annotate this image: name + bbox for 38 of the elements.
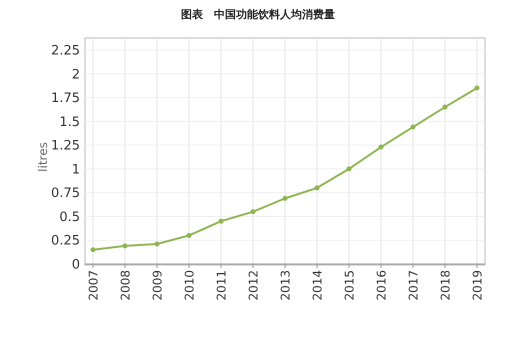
x-tick-label: 2010 [182, 270, 196, 301]
point [186, 232, 192, 238]
point [90, 247, 96, 252]
x-tick-label: 2012 [246, 270, 260, 301]
y-tick-label: 1 [72, 162, 80, 178]
x-tick-label: 2013 [278, 270, 292, 301]
x-tick-label: 2015 [342, 270, 356, 301]
y-tick-label: 2.25 [51, 44, 80, 58]
x-tick-label: 2014 [310, 270, 324, 301]
y-tick-label: 0.75 [51, 186, 80, 202]
x-tick-label: 2016 [374, 270, 388, 301]
x-tick-label: 2009 [150, 270, 164, 301]
point [282, 196, 288, 201]
y-tick-label: 1.5 [59, 114, 80, 130]
point [122, 243, 128, 248]
point [378, 144, 384, 150]
y-tick-label: 0.25 [51, 234, 80, 249]
point [410, 124, 416, 130]
point [218, 218, 224, 224]
x-tick-label: 2007 [86, 270, 100, 301]
point [250, 209, 256, 214]
chart-title: 图表 中国功能饮料人均消费量 [181, 8, 335, 21]
y-tick-label: 2 [72, 67, 80, 82]
point [346, 166, 352, 172]
x-tick-label: 2018 [438, 270, 452, 301]
y-tick-label: 1.25 [51, 138, 80, 154]
y-tick-label: 1.75 [51, 91, 80, 106]
point [314, 185, 320, 190]
x-tick-label: 2008 [118, 270, 132, 301]
point [154, 242, 160, 247]
x-tick-label: 2019 [470, 270, 484, 301]
x-tick-label: 2017 [406, 270, 420, 301]
y-tick-label: 0 [72, 258, 80, 272]
x-tick-label: 2011 [214, 270, 228, 301]
y-axis-title: litres [36, 142, 50, 172]
point [474, 86, 480, 91]
y-tick-label: 0.5 [59, 210, 80, 225]
point [442, 104, 448, 110]
